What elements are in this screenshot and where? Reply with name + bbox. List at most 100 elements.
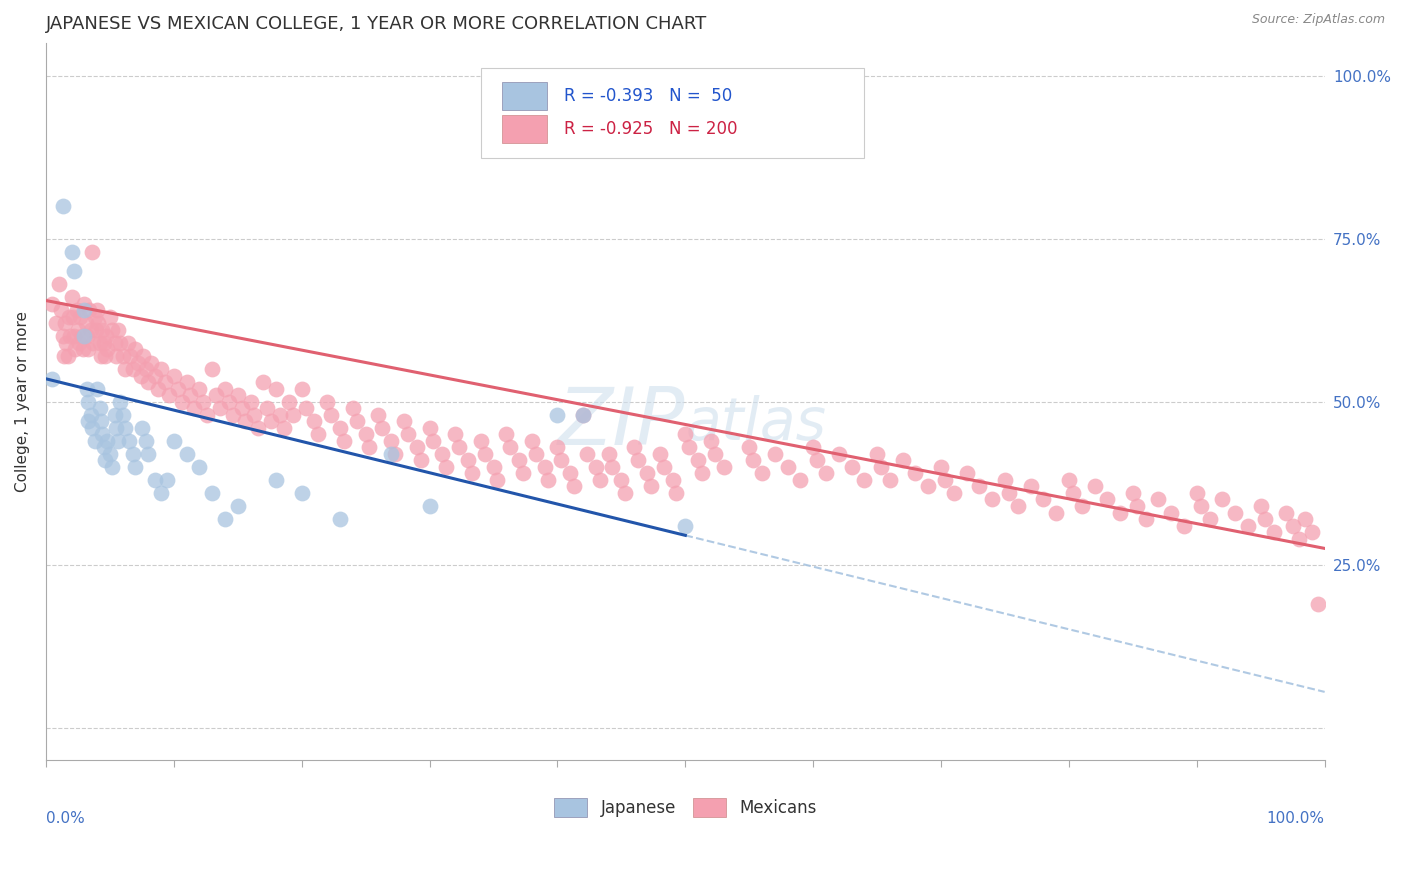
Point	[422, 434, 444, 448]
Point	[396, 427, 419, 442]
Point	[243, 408, 266, 422]
Point	[79, 303, 101, 318]
Point	[917, 479, 939, 493]
Point	[247, 421, 270, 435]
Point	[751, 467, 773, 481]
Point	[550, 453, 572, 467]
Point	[153, 375, 176, 389]
Point	[77, 343, 100, 357]
Point	[129, 368, 152, 383]
Point	[1160, 506, 1182, 520]
Y-axis label: College, 1 year or more: College, 1 year or more	[15, 311, 30, 492]
Text: R = -0.393   N =  50: R = -0.393 N = 50	[564, 87, 733, 105]
Point	[41, 372, 63, 386]
Point	[969, 479, 991, 493]
Point	[1275, 506, 1298, 520]
Point	[789, 473, 811, 487]
Point	[91, 427, 114, 442]
Point	[208, 401, 231, 416]
Point	[195, 408, 218, 422]
Point	[235, 414, 257, 428]
Point	[83, 434, 105, 448]
Point	[866, 447, 889, 461]
Point	[419, 421, 441, 435]
Point	[291, 486, 314, 500]
Point	[588, 473, 610, 487]
Point	[304, 414, 326, 428]
Point	[1198, 512, 1220, 526]
Text: JAPANESE VS MEXICAN COLLEGE, 1 YEAR OR MORE CORRELATION CHART: JAPANESE VS MEXICAN COLLEGE, 1 YEAR OR M…	[46, 15, 707, 33]
Point	[101, 323, 124, 337]
Point	[52, 349, 75, 363]
Point	[281, 408, 304, 422]
Point	[101, 459, 124, 474]
Point	[870, 459, 893, 474]
Point	[98, 447, 121, 461]
Point	[384, 447, 406, 461]
Point	[51, 303, 73, 318]
Text: 0.0%: 0.0%	[46, 811, 84, 826]
Point	[342, 401, 364, 416]
Point	[156, 473, 179, 487]
Point	[45, 317, 67, 331]
Point	[104, 335, 127, 350]
Point	[994, 473, 1017, 487]
Point	[474, 447, 496, 461]
Point	[89, 401, 111, 416]
Point	[1223, 506, 1246, 520]
Point	[1109, 506, 1132, 520]
Point	[627, 453, 650, 467]
Point	[176, 447, 198, 461]
Point	[80, 408, 103, 422]
Point	[218, 394, 240, 409]
Point	[86, 382, 108, 396]
Point	[1237, 518, 1260, 533]
Point	[132, 349, 155, 363]
Point	[392, 414, 415, 428]
Point	[150, 486, 173, 500]
Point	[183, 401, 205, 416]
Point	[533, 459, 555, 474]
Point	[572, 408, 595, 422]
Point	[105, 421, 128, 435]
Point	[143, 473, 166, 487]
Point	[120, 349, 142, 363]
Point	[93, 335, 115, 350]
Point	[52, 199, 75, 213]
Point	[688, 453, 710, 467]
Point	[380, 447, 402, 461]
Point	[94, 349, 117, 363]
Point	[221, 408, 243, 422]
Point	[742, 453, 765, 467]
Point	[956, 467, 979, 481]
Point	[63, 329, 86, 343]
Point	[806, 453, 828, 467]
Point	[929, 459, 952, 474]
Point	[65, 343, 87, 357]
Point	[1281, 518, 1303, 533]
Point	[690, 467, 713, 481]
Point	[1250, 499, 1272, 513]
Point	[80, 421, 103, 435]
Point	[90, 414, 112, 428]
Point	[226, 388, 249, 402]
Point	[1211, 492, 1233, 507]
Point	[713, 459, 735, 474]
Point	[499, 440, 522, 454]
Point	[546, 408, 568, 422]
Point	[55, 335, 77, 350]
Point	[214, 382, 236, 396]
Point	[1189, 499, 1212, 513]
Point	[188, 382, 211, 396]
Point	[70, 329, 93, 343]
Point	[942, 486, 965, 500]
Point	[83, 310, 105, 324]
Point	[60, 244, 83, 259]
Point	[67, 335, 90, 350]
Point	[48, 277, 70, 292]
Bar	[502, 82, 547, 110]
Point	[981, 492, 1004, 507]
Point	[560, 467, 582, 481]
Point	[703, 447, 725, 461]
Point	[562, 479, 585, 493]
